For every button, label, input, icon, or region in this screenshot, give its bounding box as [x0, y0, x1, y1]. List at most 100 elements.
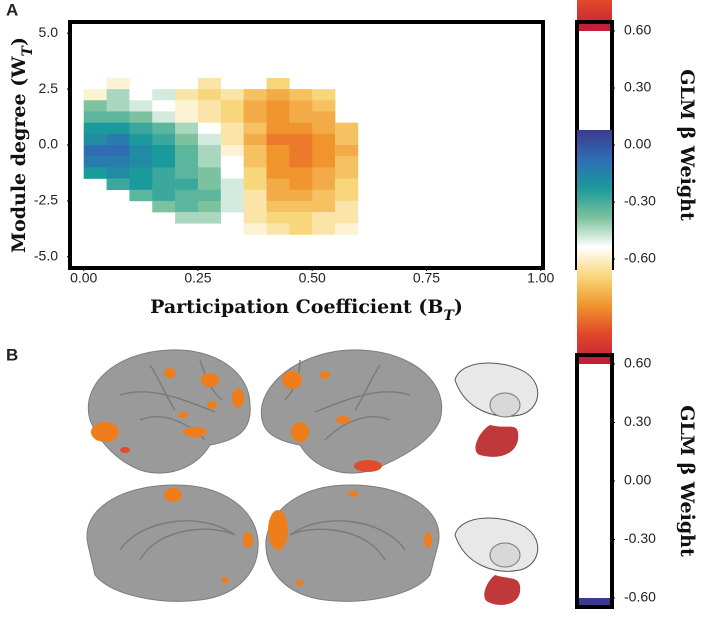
colorbar-tick-label: 0.00	[624, 472, 651, 488]
y-tick-label: -5.0	[34, 248, 58, 264]
heat-cell	[220, 200, 244, 213]
heat-cell	[129, 100, 153, 112]
heat-cell	[243, 189, 267, 202]
heat-cell	[106, 100, 130, 112]
heat-cell	[289, 145, 313, 157]
colorbar-tick-label: 0.30	[624, 413, 651, 429]
heat-cell	[266, 189, 290, 202]
heat-cell	[289, 167, 313, 179]
heat-cell	[129, 89, 153, 101]
heatmap	[83, 77, 359, 235]
heat-cell	[197, 111, 222, 123]
colorbar-title: GLM β Weight	[676, 405, 698, 557]
heat-cell	[220, 111, 244, 123]
heat-cell	[220, 133, 244, 146]
heat-cell	[106, 122, 130, 135]
heat-cell	[197, 189, 222, 202]
heat-cell	[243, 111, 267, 123]
heat-cell	[266, 89, 290, 101]
colorbar-tick-label: -0.60	[624, 589, 656, 605]
heat-cell	[266, 223, 290, 235]
colorbar-tick-label: 0.60	[624, 355, 651, 371]
heat-cell	[175, 122, 199, 135]
heat-cell	[335, 189, 359, 202]
heat-cell	[220, 156, 244, 168]
heat-cell	[175, 178, 199, 191]
colorbar-tick-label: 0.30	[624, 79, 651, 95]
heat-cell	[197, 77, 222, 90]
brain-medial-left	[86, 484, 259, 602]
heat-cell	[243, 145, 267, 157]
x-tick-label: 0.50	[299, 270, 326, 286]
heat-cell	[83, 145, 107, 157]
brain-lateral-right	[260, 349, 443, 474]
label-part: )	[454, 296, 463, 318]
heat-cell	[335, 145, 359, 157]
heat-cell	[335, 212, 359, 224]
heat-cell	[152, 156, 176, 168]
colorbar-tick-label: 0.00	[624, 136, 651, 152]
heat-cell	[335, 133, 359, 146]
heat-cell	[289, 89, 313, 101]
brain-lateral-left	[87, 349, 251, 474]
heat-cell	[312, 223, 336, 235]
heat-cell	[175, 145, 199, 157]
heat-cell	[129, 145, 153, 157]
colorbar-tick-label: -0.30	[624, 193, 656, 209]
heat-cell	[289, 100, 313, 112]
heat-cell	[175, 200, 199, 213]
heat-cell	[220, 145, 244, 157]
heat-cell	[152, 145, 176, 157]
heat-cell	[243, 200, 267, 213]
heat-cell	[129, 122, 153, 135]
heat-cell	[220, 167, 244, 179]
x-tick-label: 0.00	[70, 270, 97, 286]
y-tick-label: -2.5	[34, 192, 58, 208]
heat-cell	[312, 156, 336, 168]
subscript: T	[20, 44, 36, 56]
heat-cell	[197, 156, 222, 168]
heat-cell	[197, 200, 222, 213]
heat-cell	[312, 111, 336, 123]
heat-cell	[197, 178, 222, 191]
heat-cell	[175, 212, 199, 224]
heat-cell	[175, 100, 199, 112]
heat-cell	[152, 122, 176, 135]
y-tick-label: 0.0	[39, 136, 59, 152]
heat-cell	[243, 178, 267, 191]
heat-cell	[243, 122, 267, 135]
colorbar-pad-top	[577, 355, 612, 364]
heat-cell	[312, 200, 336, 213]
heat-cell	[175, 156, 199, 168]
heat-cell	[83, 156, 107, 168]
heat-cell	[175, 167, 199, 179]
heat-cell	[289, 178, 313, 191]
heat-cell	[220, 89, 244, 101]
heat-cell	[152, 100, 176, 112]
heat-cell	[175, 189, 199, 202]
heat-cell	[129, 167, 153, 179]
heat-cell	[220, 189, 244, 202]
heat-cell	[266, 200, 290, 213]
heat-cell	[129, 133, 153, 146]
heat-cell	[152, 89, 176, 101]
heat-cell	[289, 133, 313, 146]
y-tick-label: 5.0	[39, 24, 59, 40]
heat-cell	[106, 111, 130, 123]
heat-cell	[152, 178, 176, 191]
heat-cell	[312, 167, 336, 179]
heat-cell	[266, 212, 290, 224]
heat-cell	[312, 178, 336, 191]
heat-cell	[197, 212, 222, 224]
heat-cell	[129, 178, 153, 191]
heat-cell	[289, 200, 313, 213]
subscript: T	[443, 308, 455, 324]
heat-cell	[197, 167, 222, 179]
heat-cell	[335, 156, 359, 168]
heat-cell	[266, 178, 290, 191]
heat-cell	[197, 89, 222, 101]
heat-cell	[83, 111, 107, 123]
heat-cell	[152, 200, 176, 213]
